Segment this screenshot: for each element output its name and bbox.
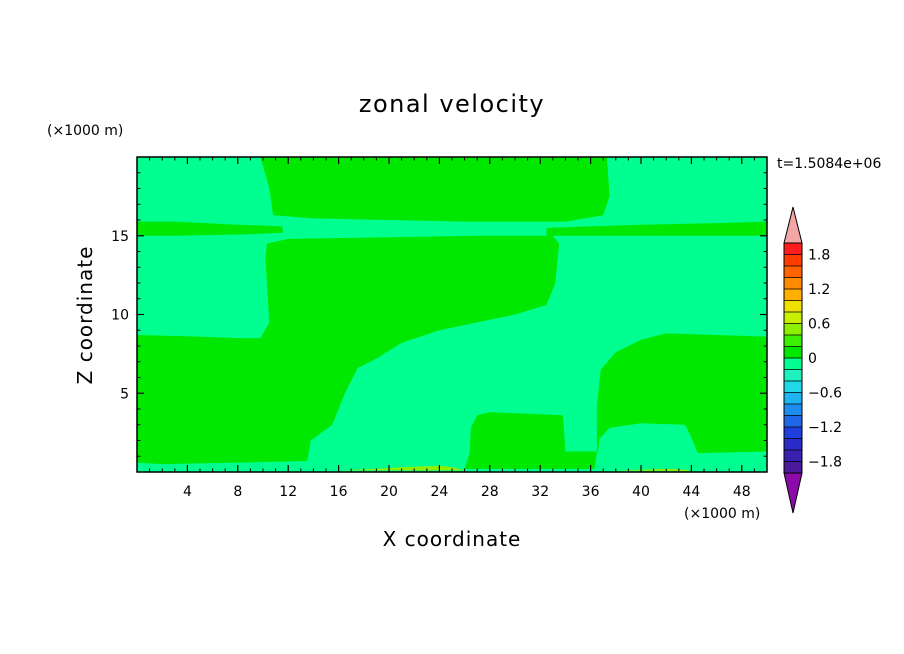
contour-region-4: [464, 333, 767, 469]
colorbar-tick-label: 0: [808, 351, 817, 367]
x-tick-label: 16: [330, 484, 348, 500]
y-axis-ticks: 5 10 15: [111, 172, 767, 457]
x-axis-label: X coordinate: [383, 527, 522, 551]
x-tick-label: 24: [430, 484, 448, 500]
colorbar-swatch: [784, 289, 802, 301]
contour-region-1: [260, 157, 610, 222]
contour-region-3: [546, 221, 767, 236]
y-tick-label: 10: [111, 308, 129, 324]
colorbar-swatch: [784, 381, 802, 393]
colorbar-swatch: [784, 369, 802, 382]
colorbar-swatch: [784, 461, 802, 474]
colorbar-swatch: [784, 404, 802, 416]
colorbar-swatch: [784, 415, 802, 428]
x-tick-label: 8: [233, 484, 242, 500]
colorbar-under-arrow: [783, 472, 803, 514]
chart-title: zonal velocity: [359, 90, 545, 118]
colorbar-swatch: [784, 300, 802, 313]
y-axis-unit: (×1000 m): [47, 123, 123, 139]
colorbar-swatch: [784, 450, 802, 462]
time-label: t=1.5084e+06: [777, 156, 881, 172]
y-tick-label: 15: [111, 229, 129, 245]
colorbar-swatch: [784, 392, 802, 405]
contour-regions: [137, 157, 767, 472]
colorbar-tick-label: −0.6: [808, 386, 842, 402]
contour-region-2: [137, 221, 284, 236]
colorbar-swatch: [784, 266, 802, 278]
colorbar-swatch: [784, 427, 802, 439]
colorbar-frame: [783, 242, 803, 474]
colorbar-tick-label: 1.2: [808, 282, 830, 298]
colorbar-swatch: [784, 358, 802, 370]
colorbar-swatch: [784, 243, 802, 255]
colorbar-tick-label: 1.8: [808, 248, 830, 264]
x-tick-label: 32: [531, 484, 549, 500]
x-axis-unit: (×1000 m): [684, 506, 760, 522]
colorbar-swatch: [784, 312, 802, 324]
colorbar-tick-label: −1.2: [808, 420, 842, 436]
colorbar-tick-label: 0.6: [808, 317, 830, 333]
colorbar-swatch: [784, 323, 802, 336]
x-tick-label: 28: [481, 484, 499, 500]
colorbar-swatch: [784, 335, 802, 347]
colorbar: 1.8 1.2 0.6 0 −0.6 −1.2 −1.8: [783, 206, 842, 514]
colorbar-swatch: [784, 438, 802, 451]
y-axis-label: Z coordinate: [73, 246, 97, 385]
contour-region-5: [338, 465, 465, 471]
y-tick-label: 5: [120, 386, 129, 402]
x-tick-label: 20: [380, 484, 398, 500]
x-axis-ticks: 4 8 12 16 20 24 28 32 36 40 44 48: [149, 157, 755, 500]
x-tick-label: 36: [582, 484, 600, 500]
x-tick-label: 40: [632, 484, 650, 500]
colorbar-swatch: [784, 346, 802, 359]
colorbar-over-arrow: [783, 206, 803, 244]
x-tick-label: 4: [183, 484, 192, 500]
contour-region-0: [137, 235, 560, 465]
colorbar-swatch: [784, 254, 802, 267]
x-tick-label: 48: [733, 484, 751, 500]
colorbar-tick-label: −1.8: [808, 455, 842, 471]
x-tick-label: 44: [682, 484, 700, 500]
colorbar-swatch: [784, 277, 802, 290]
x-tick-label: 12: [279, 484, 297, 500]
